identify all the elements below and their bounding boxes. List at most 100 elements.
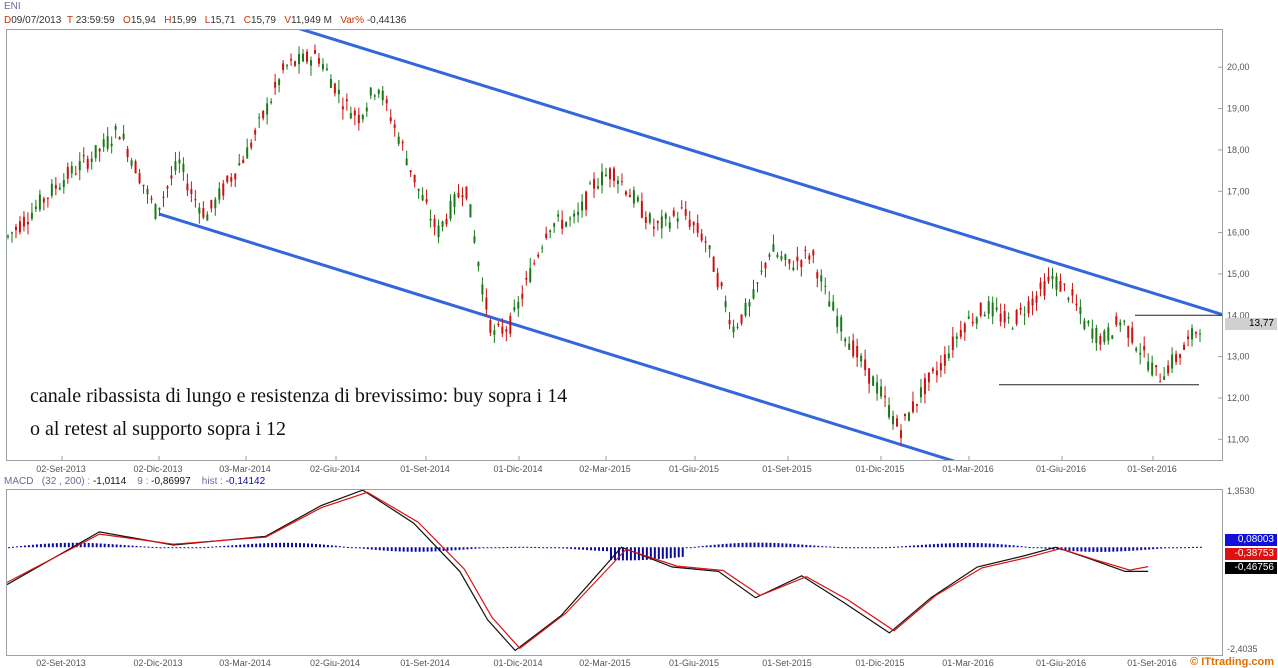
macd-hist-bar	[1156, 547, 1159, 549]
macd-hist-bar	[741, 542, 744, 548]
candle-body	[1043, 281, 1046, 296]
macd-hist-bar	[510, 546, 513, 548]
candle-body	[453, 194, 456, 208]
candle-body	[361, 114, 364, 120]
macd-hist-bar	[988, 543, 991, 548]
candle-body	[852, 340, 855, 357]
candle-body	[716, 272, 719, 288]
candle-body	[465, 186, 468, 199]
candle-body	[752, 289, 755, 299]
candle-body	[337, 89, 340, 95]
candle-body	[1015, 309, 1018, 324]
candle-body	[282, 63, 285, 70]
candle-body	[804, 249, 807, 251]
macd-hist-bar	[470, 547, 473, 550]
macd-hist-bar	[1032, 547, 1035, 549]
macd-hist-bar	[749, 542, 752, 548]
macd-hist-bar	[19, 545, 22, 548]
price-x-tick-label: 02-Mar-2015	[579, 464, 631, 474]
macd-hist-bar	[773, 542, 776, 548]
candle-body	[421, 195, 424, 201]
macd-sep-1: :	[87, 476, 91, 487]
candle-body	[389, 117, 392, 122]
macd-hist-bar	[869, 547, 872, 549]
candle-body	[26, 221, 29, 225]
candle-body	[955, 336, 958, 339]
macd-chart[interactable]	[6, 489, 1222, 655]
candle-body	[14, 226, 17, 231]
macd-panel[interactable]	[6, 489, 1223, 656]
macd-hist-bar	[594, 547, 597, 551]
candle-body	[74, 173, 77, 175]
candle-body	[110, 143, 113, 147]
macd-hist-bar	[183, 547, 186, 549]
macd-hist-bar	[837, 547, 840, 549]
macd-x-tick-label: 01-Set-2014	[400, 658, 450, 668]
candle-body	[138, 173, 141, 184]
macd-hist-bar	[705, 545, 708, 548]
macd-hist-bar	[1004, 544, 1007, 548]
macd-hist-bar	[255, 543, 258, 548]
macd-hist-bar	[701, 545, 704, 548]
candle-body	[748, 301, 751, 307]
candle-body	[812, 250, 815, 256]
macd-hist-bar	[609, 547, 612, 561]
candle-body	[501, 326, 504, 334]
signal-key: 9	[137, 476, 143, 487]
candle-body	[991, 302, 994, 317]
candle-body	[856, 346, 859, 358]
candle-body	[1011, 328, 1014, 330]
candle-body	[604, 174, 607, 176]
candle-body	[82, 155, 85, 157]
macd-hist-bar	[757, 542, 760, 548]
macd-hist-bar	[338, 546, 341, 548]
macd-hist-bar	[717, 544, 720, 548]
candle-body	[405, 158, 408, 165]
macd-axis-bottom: -2,4035	[1227, 644, 1258, 654]
candle-body	[1087, 321, 1090, 324]
macd-line	[6, 489, 1149, 652]
candle-body	[1051, 275, 1054, 280]
price-x-tick-label: 01-Giu-2015	[669, 464, 719, 474]
candle-body	[708, 245, 711, 250]
candle-body	[302, 53, 305, 62]
macd-hist-bar	[789, 543, 792, 548]
macd-hist-bar	[625, 547, 628, 561]
candle-body	[122, 133, 125, 140]
open-key: O	[123, 15, 131, 26]
macd-x-tick-label: 03-Mar-2014	[219, 658, 271, 668]
macd-hist-bar	[207, 546, 210, 548]
price-x-tick-label: 01-Set-2015	[762, 464, 812, 474]
candle-body	[844, 338, 847, 342]
macd-hist-bar	[578, 547, 581, 550]
candle-body	[676, 218, 679, 222]
candle-body	[704, 241, 707, 243]
macd-hist-bar	[430, 547, 433, 552]
candle-body	[780, 256, 783, 260]
macd-hist-bar	[733, 543, 736, 548]
price-chart[interactable]	[7, 26, 1223, 464]
macd-hist-bar	[881, 547, 884, 549]
macd-x-tick-label: 01-Mar-2016	[942, 658, 994, 668]
macd-hist-bar	[984, 543, 987, 548]
macd-hist-bar	[1092, 547, 1095, 552]
candle-body	[1159, 381, 1162, 383]
candle-body	[42, 198, 45, 203]
candle-body	[824, 285, 827, 287]
price-panel[interactable]	[6, 26, 1223, 464]
macd-hist-tag: 0,08003	[1225, 534, 1277, 546]
macd-hist-bar	[23, 545, 26, 548]
macd-hist-bar	[143, 546, 146, 548]
macd-params: (32 , 200)	[41, 476, 85, 487]
macd-hist-bar	[203, 547, 206, 549]
candle-body	[246, 147, 249, 159]
candle-body	[1147, 361, 1150, 371]
low-value: 15,71	[210, 15, 236, 26]
macd-hist-bar	[1144, 547, 1147, 550]
candle-body	[656, 221, 659, 224]
candle-body	[1127, 326, 1130, 338]
candle-body	[86, 158, 89, 169]
date-value: 09/07/2013	[11, 15, 62, 26]
macd-hist-bar	[71, 542, 74, 548]
macd-hist-bar	[187, 547, 190, 549]
